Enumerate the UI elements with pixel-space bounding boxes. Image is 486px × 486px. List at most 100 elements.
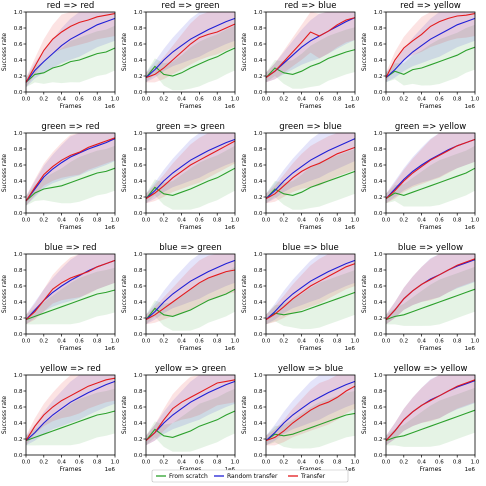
band-from-scratch	[26, 145, 115, 206]
y-tick-label: 0.4	[134, 179, 143, 185]
subplot-10: blue => blue 0.00.0 0.2 0.2 0.4 0.4 0.6 0.6 0.8 0…	[241, 243, 360, 352]
line-transfer	[385, 13, 476, 78]
line-from-scratch	[25, 47, 116, 83]
x-tick-label: 0.0	[262, 460, 271, 466]
x-tick-label: 1.0	[231, 218, 240, 224]
y-tick-label: 0.6	[374, 284, 383, 290]
x-tick-label: 0.8	[453, 97, 462, 103]
line-from-scratch	[145, 47, 236, 78]
band-from-scratch	[146, 266, 235, 331]
x-tick-label: 0.2	[399, 218, 408, 224]
line-transfer	[25, 137, 116, 202]
y-tick-label: 0.8	[374, 26, 383, 32]
band-transfer	[146, 375, 235, 446]
y-tick-label: 0.8	[134, 268, 143, 274]
x-multiplier: 1e6	[345, 346, 356, 352]
band-from-scratch	[386, 387, 475, 447]
y-tick-label: 0.4	[14, 300, 23, 306]
x-tick-label: 0.4	[177, 218, 186, 224]
y-tick-label: 0.8	[134, 26, 143, 32]
y-axis-label: Success rate	[121, 33, 128, 72]
legend: From scratch Random transfer Transfer	[151, 469, 349, 483]
x-axis-label: Frames	[420, 224, 442, 231]
line-transfer	[25, 259, 116, 321]
x-tick-label: 0.0	[262, 97, 271, 103]
line-from-scratch	[385, 167, 476, 200]
band-transfer	[386, 254, 475, 325]
line-from-scratch	[145, 410, 236, 441]
y-axis-label: Success rate	[241, 396, 248, 435]
x-axis-label: Frames	[420, 466, 442, 473]
subplot-title: yellow => red	[40, 364, 101, 374]
y-tick-label: 0.2	[374, 437, 383, 443]
y-tick-label: 0.2	[374, 316, 383, 322]
y-axis-label: Success rate	[1, 275, 8, 314]
y-axis-label: Success rate	[121, 396, 128, 435]
y-tick-label: 0.6	[374, 163, 383, 169]
band-from-scratch	[146, 145, 235, 210]
band-random-transfer	[26, 375, 115, 446]
y-tick-label: 0.8	[14, 389, 23, 395]
subplot-4: green => red 0.00.0 0.2 0.2 0.4 0.4 0.6 0.6 0.8 0…	[1, 122, 120, 231]
subplot-title: yellow => yellow	[394, 364, 468, 374]
x-tick-label: 0.0	[142, 339, 151, 345]
band-random-transfer	[386, 254, 475, 325]
y-tick-label: 0.4	[134, 58, 143, 64]
x-tick-label: 0.6	[75, 339, 84, 345]
x-tick-label: 0.6	[315, 97, 324, 103]
y-tick-label: 0.6	[14, 405, 23, 411]
y-tick-label: 0.2	[134, 437, 143, 443]
x-tick-label: 1.0	[351, 97, 360, 103]
plot-frame	[385, 374, 476, 456]
x-tick-label: 0.2	[279, 339, 288, 345]
y-tick-label: 0.8	[254, 389, 263, 395]
line-transfer	[25, 377, 116, 441]
subplot-6: green => blue 0.00.0 0.2 0.2 0.4 0.4 0.6 0.6 0.8…	[241, 122, 360, 231]
legend-label: From scratch	[169, 473, 208, 480]
line-from-scratch	[25, 167, 116, 202]
x-tick-label: 0.0	[382, 218, 391, 224]
subplot-7: green => yellow 0.00.0 0.2 0.2 0.4 0.4 0.6 0.6 0…	[361, 122, 480, 231]
x-axis-label: Frames	[180, 466, 202, 473]
x-tick-label: 1.0	[351, 460, 360, 466]
x-multiplier: 1e6	[225, 346, 236, 352]
y-tick-label: 0.0	[254, 211, 263, 217]
x-tick-label: 0.2	[39, 97, 48, 103]
band-random-transfer	[266, 133, 355, 204]
y-tick-label: 1.0	[374, 252, 383, 258]
band-random-transfer	[266, 12, 355, 83]
x-tick-label: 0.6	[435, 218, 444, 224]
x-tick-label: 0.4	[177, 460, 186, 466]
y-tick-label: 0.4	[374, 300, 383, 306]
x-axis-label: Frames	[60, 103, 82, 110]
x-tick-label: 0.2	[279, 460, 288, 466]
y-tick-label: 0.8	[254, 26, 263, 32]
y-tick-label: 0.8	[374, 389, 383, 395]
line-from-scratch	[265, 170, 356, 199]
y-tick-label: 0.0	[14, 211, 23, 217]
plot-frame	[265, 11, 356, 93]
y-tick-label: 0.6	[374, 405, 383, 411]
subplot-title: blue => green	[159, 243, 222, 253]
x-axis-label: Frames	[300, 466, 322, 473]
x-tick-label: 0.0	[142, 97, 151, 103]
y-tick-label: 0.6	[134, 163, 143, 169]
subplot-8: blue => red 0.00.0 0.2 0.2 0.4 0.4 0.6 0.6 0.8 0.…	[1, 243, 120, 352]
y-tick-label: 0.8	[254, 147, 263, 153]
x-tick-label: 0.6	[75, 97, 84, 103]
y-axis-label: Success rate	[1, 33, 8, 72]
x-tick-label: 0.6	[75, 460, 84, 466]
y-tick-label: 1.0	[374, 10, 383, 16]
band-from-scratch	[266, 391, 355, 449]
band-random-transfer	[146, 133, 235, 204]
band-transfer	[26, 254, 115, 325]
y-tick-label: 0.4	[14, 421, 23, 427]
x-tick-label: 0.4	[297, 97, 306, 103]
band-transfer	[146, 133, 235, 204]
y-tick-label: 0.4	[254, 179, 263, 185]
subplot-14: yellow => blue 0.00.0 0.2 0.2 0.4 0.4 0.6 0.6 0.…	[241, 364, 360, 473]
x-tick-label: 0.4	[417, 339, 426, 345]
y-tick-label: 1.0	[134, 131, 143, 137]
band-random-transfer	[386, 375, 475, 446]
